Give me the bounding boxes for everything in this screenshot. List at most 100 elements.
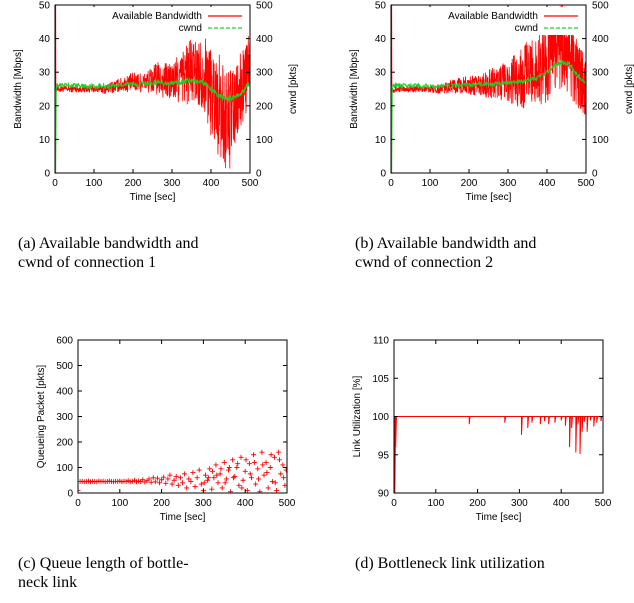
- data-point: [246, 461, 252, 467]
- data-point: [239, 485, 245, 491]
- x-tick-label: 500: [242, 178, 259, 189]
- data-point: [198, 481, 204, 487]
- x-tick-label: 500: [578, 178, 595, 189]
- data-point: [271, 454, 277, 460]
- data-point: [238, 454, 244, 460]
- data-point: [169, 481, 175, 487]
- caption-line: cwnd of connection 2: [355, 254, 493, 271]
- data-point: [190, 470, 196, 476]
- x-tick-label: 200: [153, 498, 170, 509]
- data-point: [186, 476, 192, 482]
- y-tick-label: 30: [39, 68, 51, 79]
- x-tick-label: 100: [86, 178, 103, 189]
- data-point: [255, 466, 261, 472]
- data-point: [146, 476, 152, 482]
- data-point: [207, 466, 213, 472]
- y-tick-label: 10: [375, 135, 387, 146]
- data-point: [188, 479, 194, 485]
- x-axis-label: Time [sec]: [466, 192, 512, 203]
- y-tick-label: 30: [375, 68, 387, 79]
- x-tick-label: 500: [279, 498, 296, 509]
- y-tick-label: 0: [44, 169, 50, 180]
- data-point: [202, 472, 208, 478]
- x-tick-label: 100: [111, 498, 128, 509]
- data-point: [157, 480, 163, 486]
- series-line-cwnd: [391, 59, 586, 173]
- legend-bg: [80, 7, 248, 35]
- data-point: [234, 465, 240, 470]
- caption-line: neck link: [18, 574, 77, 591]
- data-point: [267, 465, 273, 470]
- data-point: [264, 470, 270, 476]
- y-tick-label: 90: [378, 489, 390, 500]
- data-point: [263, 459, 269, 465]
- x-tick-label: 400: [553, 498, 570, 509]
- data-point: [242, 468, 248, 474]
- series-line-utilization: [394, 416, 603, 493]
- y-tick-label: 0: [380, 169, 386, 180]
- data-point: [201, 480, 207, 486]
- caption-line: (d) Bottleneck link utilization: [355, 555, 545, 572]
- plot-frame: [390, 4, 587, 174]
- y2-axis-label: cwnd [pkts]: [288, 64, 299, 114]
- data-point: [243, 457, 249, 463]
- data-point: [167, 472, 173, 478]
- y-tick-label: 20: [375, 101, 387, 112]
- data-point: [192, 484, 198, 490]
- data-point: [205, 475, 211, 481]
- data-point: [230, 457, 236, 463]
- series-line-available-bandwidth: [55, 5, 250, 169]
- data-point: [221, 459, 227, 465]
- y2-tick-label: 300: [592, 68, 609, 79]
- x-tick-label: 100: [427, 498, 444, 509]
- x-tick-label: 400: [539, 178, 556, 189]
- y-tick-label: 40: [39, 34, 51, 45]
- x-tick-label: 500: [595, 498, 612, 509]
- data-point: [280, 462, 286, 468]
- data-point: [247, 471, 253, 477]
- legend-label: cwnd: [179, 23, 202, 34]
- data-point: [278, 471, 284, 477]
- y-axis-label: Bandwidth [Mbps]: [13, 49, 24, 129]
- data-point: [217, 471, 223, 477]
- data-point: [218, 466, 224, 472]
- data-point: [182, 471, 188, 477]
- data-point: [269, 479, 275, 485]
- y-tick-label: 20: [39, 101, 51, 112]
- data-point: [223, 476, 229, 482]
- data-point: [248, 475, 254, 481]
- x-tick-label: 0: [391, 498, 397, 509]
- data-point: [276, 449, 282, 455]
- y-tick-label: 0: [67, 489, 73, 500]
- y2-tick-label: 400: [256, 34, 273, 45]
- data-point: [228, 489, 234, 493]
- data-point: [184, 485, 190, 491]
- x-tick-label: 0: [388, 178, 394, 189]
- x-tick-label: 400: [237, 498, 254, 509]
- data-point: [261, 472, 267, 478]
- caption-line: (b) Available bandwidth and: [355, 235, 536, 252]
- plot-area: [78, 439, 287, 493]
- data-point: [256, 476, 262, 482]
- data-point: [150, 475, 156, 481]
- y-axis-label: Queueing Packet [pkts]: [36, 365, 47, 469]
- data-point: [235, 461, 241, 467]
- y-tick-label: 200: [56, 438, 73, 449]
- data-point: [222, 480, 228, 486]
- series-line-available-bandwidth: [391, 5, 586, 115]
- data-point: [232, 473, 238, 479]
- x-tick-label: 300: [500, 178, 517, 189]
- data-point: [281, 475, 287, 481]
- series-line-cwnd: [55, 77, 250, 173]
- data-point: [276, 457, 282, 463]
- y-tick-label: 100: [56, 463, 73, 474]
- data-point: [230, 475, 236, 481]
- y2-tick-label: 500: [256, 1, 273, 12]
- data-point: [260, 462, 266, 468]
- caption-line: cwnd of connection 1: [18, 254, 156, 271]
- chart-b: 0 100 200 300 400 500010203040500100200300400…: [349, 1, 634, 272]
- data-point: [251, 459, 257, 465]
- x-axis-label: Time [sec]: [476, 512, 522, 523]
- data-point: [194, 475, 200, 481]
- x-tick-label: 300: [195, 498, 212, 509]
